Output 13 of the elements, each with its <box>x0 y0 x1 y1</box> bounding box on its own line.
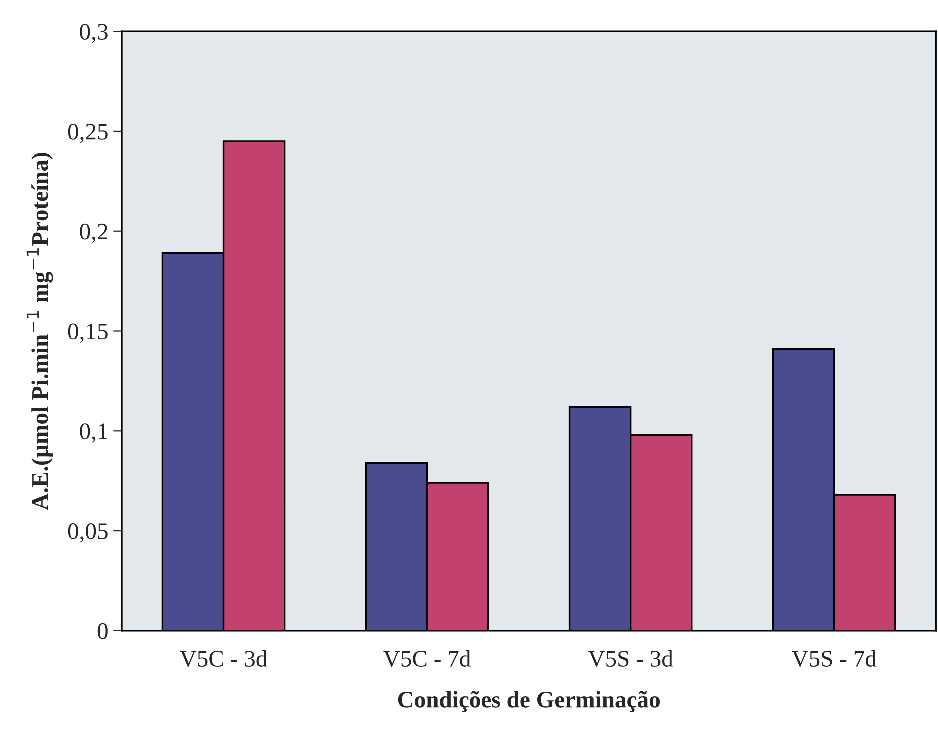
x-tick-label: V5S - 3d <box>588 650 674 668</box>
x-axis-title: Condições de Germinação <box>398 691 660 712</box>
y-tick-label: 0,3 <box>80 24 108 44</box>
y-tick-label: 0,05 <box>68 524 108 543</box>
y-tick-label: 0 <box>98 623 108 640</box>
x-tick-label: V5C - 3d <box>180 650 268 668</box>
y-tick-label: 0,15 <box>68 324 108 344</box>
y-tick-label: 0,2 <box>80 224 108 244</box>
x-tick-label: V5C - 7d <box>384 650 471 668</box>
x-tick-label: V5S - 7d <box>792 650 877 668</box>
y-tick-label: 0,25 <box>68 124 108 144</box>
y-axis-title: A.E.(µmol Pi.min$^{−1}$ mg$^{−1}$Proteína) <box>26 153 54 510</box>
y-tick-label: 0,1 <box>80 424 108 443</box>
